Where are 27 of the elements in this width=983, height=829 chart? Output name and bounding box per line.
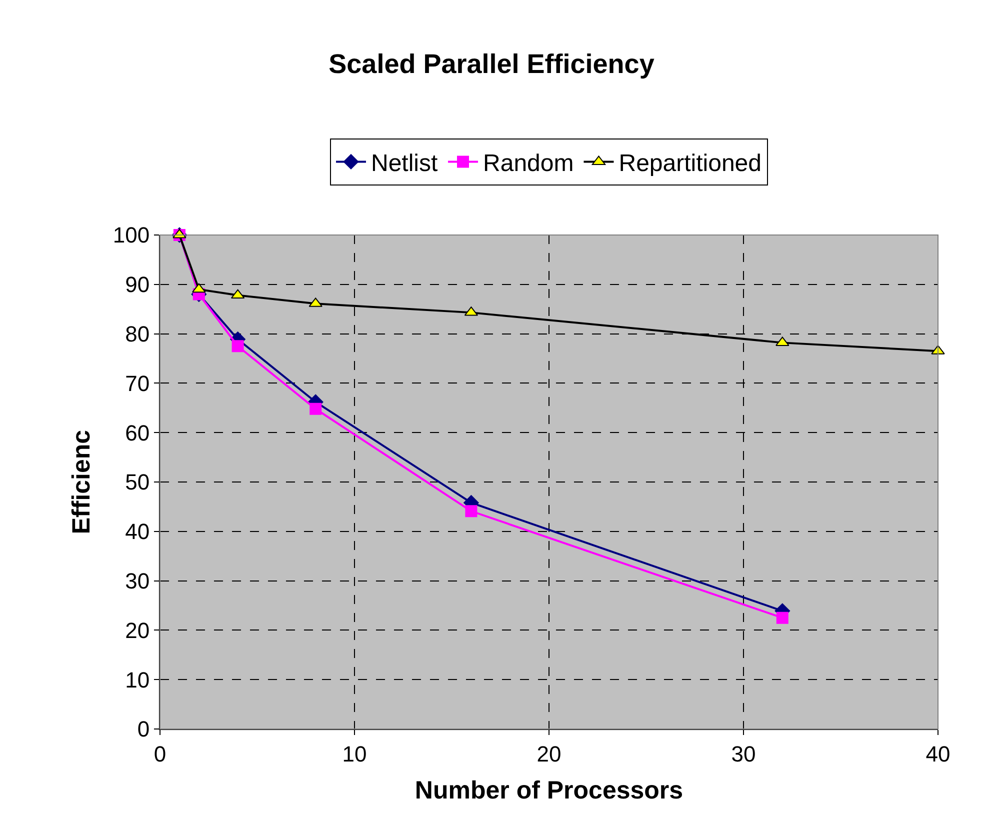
y-tick-label: 20: [125, 618, 150, 643]
y-axis-title: Efficienc: [68, 430, 96, 534]
x-tick-label: 10: [342, 741, 367, 766]
chart-title: Scaled Parallel Efficiency: [328, 48, 654, 79]
y-tick-label: 100: [112, 222, 150, 248]
y-tick-label: 30: [125, 568, 150, 594]
x-axis-title: Number of Processors: [414, 776, 684, 804]
point: [465, 505, 478, 518]
y-tick-label: 10: [125, 667, 150, 692]
x-tick-label: 40: [926, 741, 950, 766]
point: [192, 283, 206, 293]
point: [310, 402, 322, 415]
x-tick-label: 20: [536, 741, 562, 766]
point: [776, 612, 788, 624]
legend-label: Netlist: [371, 150, 438, 178]
y-tick-label: 0: [137, 716, 150, 742]
y-tick-label: 80: [125, 322, 150, 346]
legend-label: Random: [483, 150, 574, 178]
y-tick-label: 60: [125, 420, 150, 446]
x-tick-label: 0: [154, 741, 166, 766]
y-tick-label: 40: [125, 519, 150, 544]
x-tick-label: 30: [731, 741, 756, 766]
legend-label: Repartitioned: [618, 150, 762, 178]
y-tick-label: 90: [125, 272, 150, 298]
y-tick-label: 50: [125, 470, 150, 495]
y-tick-label: 70: [125, 370, 150, 396]
point: [232, 340, 244, 352]
